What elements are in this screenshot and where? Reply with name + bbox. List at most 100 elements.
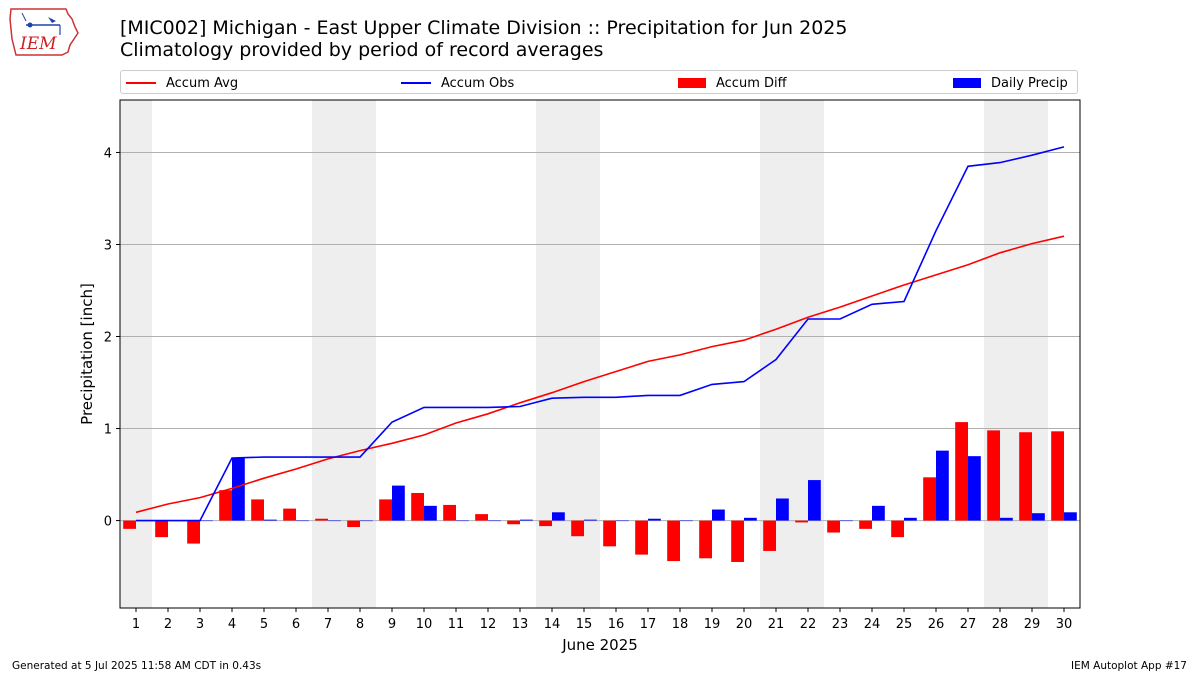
weekend-band-1 — [120, 100, 152, 608]
app-label: IEM Autoplot App #17 — [1071, 660, 1187, 672]
daily-precip-bar-17 — [648, 518, 661, 521]
weekend-band-8 — [344, 100, 376, 608]
accum-avg-line — [135, 235, 1065, 514]
y-axis-ticks: 0 1 2 3 4 — [104, 146, 120, 530]
daily-precip-bar-4 — [232, 457, 245, 521]
legend-label-accum-diff: Accum Diff — [716, 75, 787, 91]
daily-precip-bar-14 — [552, 512, 565, 521]
daily-precip-bar-9 — [392, 485, 405, 521]
legend-item-daily-precip: Daily Precip — [953, 71, 1068, 95]
x-tick-label-18: 18 — [672, 617, 689, 632]
accum-diff-bar-23 — [827, 520, 840, 533]
accum-diff-bar-20 — [731, 520, 744, 562]
accum-diff-bar-11 — [443, 504, 456, 521]
x-tick-label-16: 16 — [608, 617, 625, 632]
daily-precip-bar-3 — [200, 520, 213, 522]
legend: Accum Avg Accum Obs Accum Diff Daily Pre… — [120, 70, 1078, 94]
x-tick-label-6: 6 — [292, 617, 300, 632]
accum-diff-bar-5 — [251, 499, 264, 521]
weekend-band-22 — [792, 100, 824, 608]
chart-subtitle: Climatology provided by period of record… — [120, 39, 604, 61]
logo-text: IEM — [19, 34, 57, 54]
x-tick-label-17: 17 — [640, 617, 657, 632]
daily-precip-bar-7 — [328, 520, 341, 522]
legend-label-accum-obs: Accum Obs — [441, 75, 515, 91]
x-tick-label-8: 8 — [356, 617, 364, 632]
y-tick-label-0: 0 — [104, 515, 112, 530]
accum-diff-bar-2 — [155, 520, 168, 538]
x-tick-label-15: 15 — [576, 617, 593, 632]
accum-diff-bar-4 — [219, 490, 232, 521]
accum-diff-bar-6 — [283, 508, 296, 521]
daily-precip-bar-21 — [776, 498, 789, 521]
legend-swatch-accum-avg — [126, 82, 156, 84]
x-tick-label-24: 24 — [864, 617, 881, 632]
x-tick-label-10: 10 — [416, 617, 433, 632]
y-tick-label-2: 2 — [104, 331, 112, 346]
accum-diff-bar-27 — [955, 422, 968, 521]
legend-item-accum-diff: Accum Diff — [678, 71, 787, 95]
daily-precip-bar-30 — [1064, 512, 1077, 521]
accum-diff-bar-1 — [123, 520, 136, 529]
x-tick-label-19: 19 — [704, 617, 721, 632]
line-series — [135, 146, 1065, 522]
x-tick-label-29: 29 — [1024, 617, 1041, 632]
legend-swatch-accum-diff — [678, 78, 706, 88]
accum-diff-bar-14 — [539, 520, 552, 527]
daily-precip-bar-20 — [744, 517, 757, 521]
x-tick-label-11: 11 — [448, 617, 465, 632]
iowa-outline-icon: IEM — [9, 8, 79, 56]
weekend-band-14 — [536, 100, 568, 608]
y-axis-label: Precipitation [inch] — [78, 283, 96, 425]
daily-precip-bar-18 — [680, 520, 693, 522]
y-gridlines — [120, 151, 1080, 522]
daily-precip-bar-12 — [488, 520, 501, 522]
x-tick-label-3: 3 — [196, 617, 204, 632]
accum-diff-bar-18 — [667, 520, 680, 562]
x-tick-label-7: 7 — [324, 617, 332, 632]
accum-diff-bar-8 — [347, 520, 360, 528]
daily-precip-bar-25 — [904, 517, 917, 521]
daily-precip-bar-5 — [264, 519, 277, 521]
chart-title: [MIC002] Michigan - East Upper Climate D… — [120, 17, 848, 39]
x-tick-label-1: 1 — [132, 617, 140, 632]
accum-diff-bar-12 — [475, 514, 488, 521]
x-tick-label-14: 14 — [544, 617, 561, 632]
daily-precip-bar-28 — [1000, 517, 1013, 521]
daily-precip-bar-11 — [456, 520, 469, 522]
accum-diff-bar-3 — [187, 520, 200, 544]
daily-precip-bar-10 — [424, 505, 437, 521]
daily-precip-bar-29 — [1032, 513, 1045, 521]
chart-title-block: [MIC002] Michigan - East Upper Climate D… — [120, 17, 847, 61]
x-axis-label: June 2025 — [561, 636, 638, 654]
daily-precip-bar-26 — [936, 450, 949, 521]
legend-item-accum-avg: Accum Avg — [126, 71, 238, 95]
x-tick-label-30: 30 — [1056, 617, 1073, 632]
bar-series — [123, 422, 1077, 562]
legend-swatch-daily-precip — [953, 78, 981, 88]
x-tick-label-25: 25 — [896, 617, 913, 632]
accum-diff-bar-13 — [507, 520, 520, 525]
daily-precip-bar-8 — [360, 520, 373, 522]
daily-precip-bar-16 — [616, 520, 629, 522]
x-tick-label-13: 13 — [512, 617, 529, 632]
daily-precip-bar-22 — [808, 480, 821, 521]
x-axis-ticks: 1 2 3 4 5 6 7 8 9 10 11 12 13 14 15 16 17 18 19 20 21 22 23 24 2… — [132, 608, 1072, 632]
x-tick-label-27: 27 — [960, 617, 977, 632]
accum-diff-bar-22 — [795, 520, 808, 523]
daily-precip-bar-15 — [584, 519, 597, 521]
weekend-band-28 — [984, 100, 1016, 608]
x-tick-label-20: 20 — [736, 617, 753, 632]
y-tick-label-1: 1 — [104, 423, 112, 438]
x-tick-label-23: 23 — [832, 617, 849, 632]
weekend-band-29 — [1016, 100, 1048, 608]
daily-precip-bar-27 — [968, 456, 981, 521]
legend-swatch-accum-obs — [401, 82, 431, 84]
accum-diff-bar-29 — [1019, 432, 1032, 521]
x-tick-label-4: 4 — [228, 617, 236, 632]
accum-diff-bar-10 — [411, 492, 424, 521]
x-tick-label-21: 21 — [768, 617, 785, 632]
x-tick-label-22: 22 — [800, 617, 817, 632]
daily-precip-bar-23 — [840, 520, 853, 522]
